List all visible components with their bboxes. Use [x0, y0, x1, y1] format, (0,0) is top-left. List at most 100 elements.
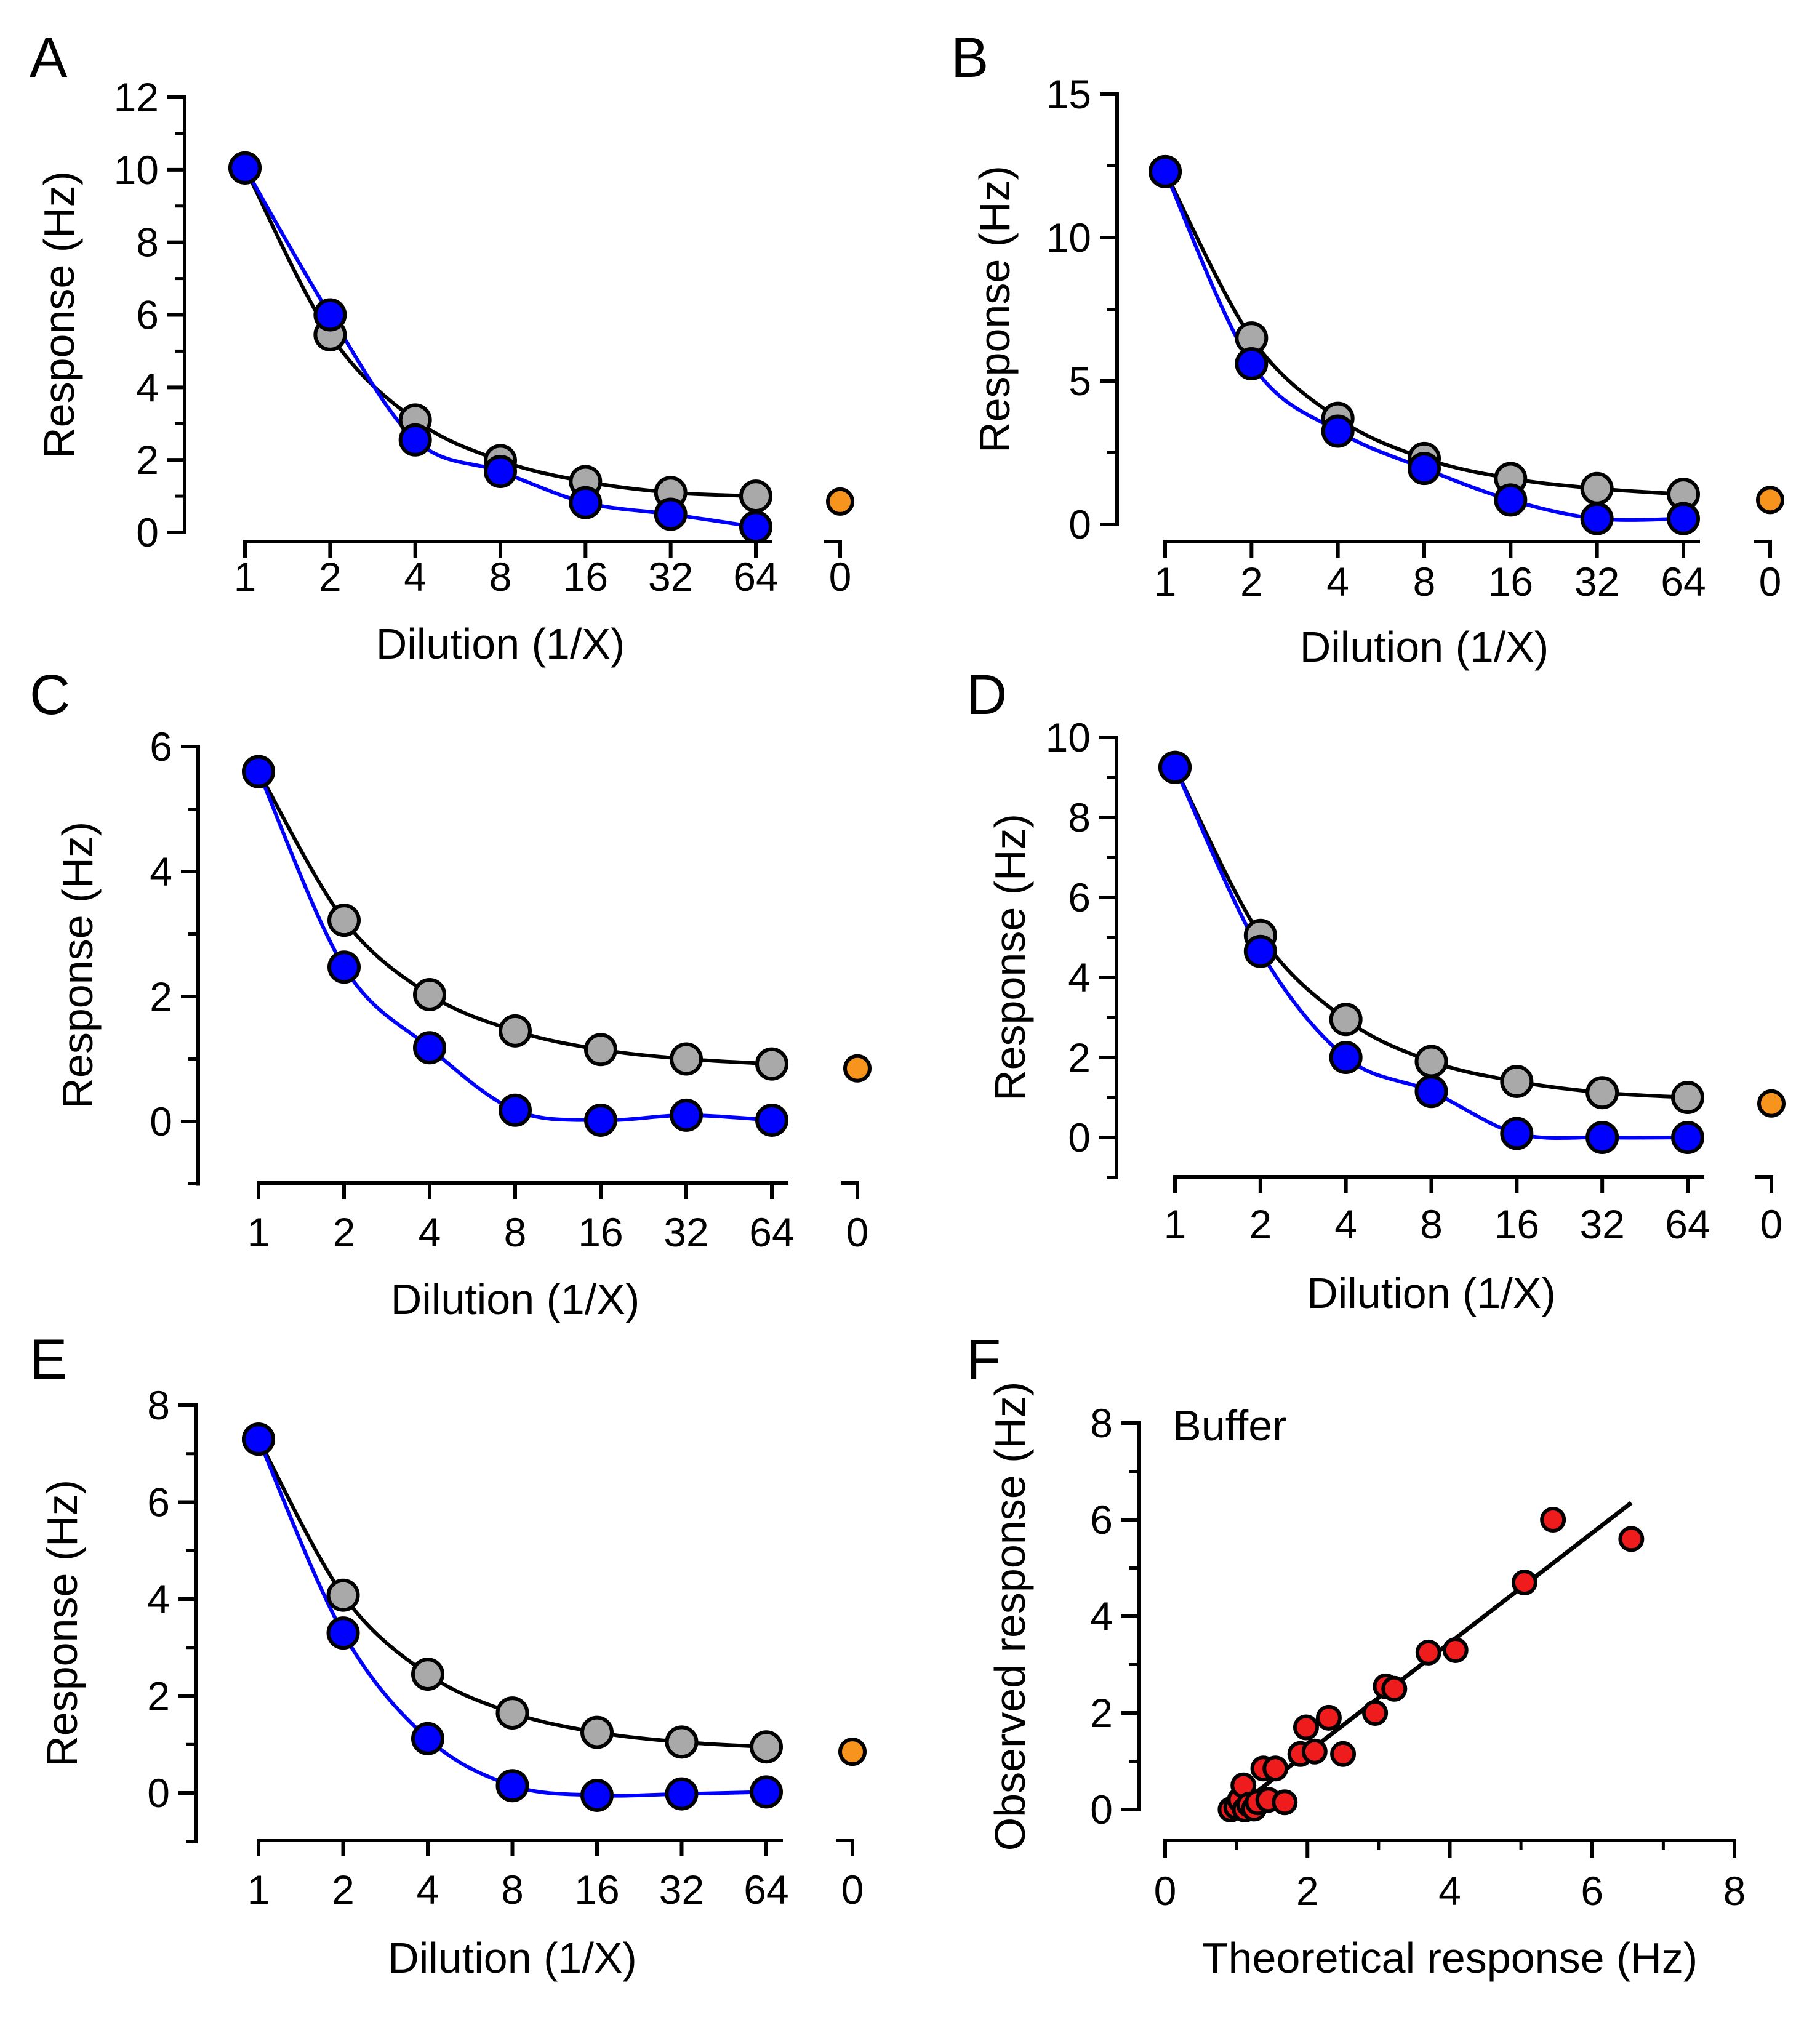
y-axis-title: Response (Hz) [971, 166, 1019, 453]
control-point [670, 1042, 703, 1076]
y-axis-title: Response (Hz) [35, 171, 83, 459]
x-tick-label: 64 [1665, 1201, 1710, 1247]
y-tick-label: 6 [147, 1480, 170, 1525]
x-tick-label: 16 [1488, 559, 1533, 604]
x-tick-label-blank: 0 [829, 554, 852, 599]
blank-point [1756, 486, 1784, 515]
y-tick-label: 8 [136, 220, 159, 265]
y-tick-label: 6 [150, 724, 172, 769]
control-point [580, 1715, 614, 1749]
scatter-point [1618, 1526, 1645, 1552]
x-tick-label: 16 [1494, 1201, 1539, 1247]
x-axis-title: Dilution (1/X) [1300, 623, 1549, 671]
treated-point [499, 1093, 532, 1127]
x-tick-label: 32 [1574, 559, 1619, 604]
x-tick-label: 16 [574, 1867, 619, 1912]
treated-point [1158, 750, 1192, 784]
blank-point [838, 1738, 867, 1766]
treated-point [1585, 1121, 1619, 1154]
annotation-label: Buffer [1173, 1401, 1287, 1450]
blank-point [826, 487, 854, 516]
y-axis-title: Response (Hz) [986, 814, 1034, 1101]
treated-point [242, 755, 275, 788]
x-tick-label: 2 [319, 554, 342, 599]
y-tick-label: 4 [1090, 1594, 1113, 1639]
y-tick-label: 0 [1068, 1115, 1091, 1160]
treated-point [1667, 502, 1700, 535]
panel-letter: F [966, 1328, 1001, 1391]
panel-b: B 0 5 10 15 1 2 4 8 16 32 64 0 Dilution (1/X) Response… [951, 26, 1784, 671]
x-tick-label-blank: 0 [846, 1209, 869, 1255]
blank-point [1757, 1089, 1786, 1118]
treated-point [739, 510, 772, 544]
treated-point [228, 151, 262, 185]
x-tick-label: 64 [1661, 559, 1706, 604]
y-tick-label: 6 [1090, 1497, 1113, 1542]
panel-e: E 0 2 4 6 8 1 2 4 8 16 32 64 0 Dilution (1/X) Response … [30, 1328, 867, 1982]
x-axis-title: Theoretical response (Hz) [1202, 1934, 1698, 1982]
control-point [739, 479, 772, 513]
panel-letter: A [30, 26, 68, 89]
blank-point [843, 1054, 872, 1083]
x-tick-label: 4 [404, 554, 427, 599]
x-tick-label: 1 [1164, 1201, 1187, 1247]
y-tick-label: 0 [1068, 502, 1091, 547]
scatter-point [1442, 1637, 1469, 1663]
treated-point [1408, 452, 1441, 486]
control-point [495, 1696, 529, 1730]
x-tick-label: 64 [744, 1867, 788, 1912]
treated-point [1580, 502, 1614, 535]
panel-letter: D [966, 664, 1007, 726]
scatter-point [1362, 1700, 1389, 1726]
panel-letter: E [30, 1328, 67, 1391]
x-tick-label-blank: 0 [841, 1867, 864, 1912]
y-tick-label: 0 [136, 510, 159, 555]
x-tick-label: 4 [1326, 559, 1349, 604]
x-tick-label: 4 [417, 1867, 439, 1912]
x-tick-label: 2 [1296, 1868, 1319, 1914]
x-tick-label: 2 [1240, 559, 1263, 604]
x-tick-label-blank: 0 [1760, 1201, 1783, 1247]
x-tick-label: 1 [247, 1209, 270, 1255]
y-tick-label: 4 [150, 849, 172, 894]
control-point [1500, 1065, 1534, 1098]
scatter-point [1301, 1738, 1328, 1765]
treated-point [755, 1103, 788, 1137]
x-tick-label: 32 [648, 554, 693, 599]
y-tick-label: 0 [150, 1099, 172, 1144]
treated-point [1235, 347, 1269, 381]
x-tick-label: 1 [247, 1867, 270, 1912]
x-tick-label: 6 [1581, 1868, 1603, 1914]
treated-point [1329, 1041, 1363, 1074]
treated-point [495, 1769, 529, 1803]
panel-f: F Buffer 0 2 4 6 8 0 2 4 6 8 Theoretical response (H… [966, 1328, 1746, 1982]
treated-point [750, 1775, 783, 1809]
scatter-point [1381, 1675, 1408, 1702]
x-tick-label: 8 [501, 1867, 524, 1912]
x-tick-label: 8 [1420, 1201, 1443, 1247]
x-tick-label-blank: 0 [1759, 559, 1782, 604]
treated-point [580, 1778, 614, 1812]
y-tick-label: 8 [1068, 795, 1091, 840]
x-tick-label: 8 [489, 554, 512, 599]
treated-point [670, 1098, 703, 1132]
control-point [1671, 1081, 1704, 1114]
y-tick-label: 4 [147, 1576, 170, 1622]
control-point [1580, 471, 1614, 505]
treated-point [1500, 1117, 1534, 1150]
scatter-point [1272, 1789, 1298, 1816]
y-tick-label: 2 [147, 1674, 170, 1719]
panel-c: C 0 2 4 6 1 2 4 8 16 32 64 0 Dilution (1/X) Response (… [30, 664, 872, 1323]
x-tick-label: 16 [578, 1209, 623, 1255]
x-tick-label: 0 [1154, 1868, 1177, 1914]
panel-letter: C [30, 664, 70, 726]
y-tick-label: 10 [1046, 715, 1091, 760]
scatter-point [1293, 1714, 1319, 1741]
treated-point [411, 1722, 444, 1755]
y-tick-label: 4 [1068, 955, 1091, 1000]
control-point [1585, 1076, 1619, 1110]
control-point [499, 1014, 532, 1048]
x-tick-label: 2 [332, 1867, 355, 1912]
y-axis-title: Response (Hz) [38, 1480, 86, 1767]
